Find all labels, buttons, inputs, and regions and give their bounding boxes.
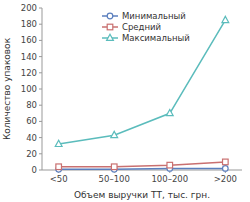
point [55,140,62,146]
series-line [59,20,226,144]
series-line [59,168,226,170]
plot-area [55,16,228,172]
x-tick-label: 50–100 [99,174,130,184]
chart: 0 20 40 60 80 100 120 140 160 180 200 <50 50–100 100–… [0,0,250,202]
y-tick-label: 60 [26,116,37,126]
y-tick-label: 100 [21,84,37,94]
x-tick-label: 100–200 [151,174,188,184]
y-tick-label: 200 [21,3,37,13]
y-tick-label: 40 [26,133,37,143]
y-tick-label: 180 [21,19,37,29]
x-tick-label: <50 [50,174,68,184]
y-tick-label: 160 [21,35,37,45]
legend-marker [107,13,113,19]
y-tick [39,24,42,25]
legend-marker [107,34,114,40]
point [111,131,118,137]
y-tick [39,153,42,154]
y-tick-label: 120 [21,68,37,78]
point [167,162,173,168]
point [222,16,229,22]
series-line [59,162,226,167]
legend-label: Максимальный [122,33,190,43]
legend: МинимальныйСреднийМаксимальный [102,11,190,43]
x-tick-label: >200 [214,174,237,184]
y-tick-label: 80 [26,100,37,110]
y-axis-label: Количество упаковок [2,37,12,140]
y-tick [39,89,42,90]
y-tick [39,72,42,73]
y-tick [39,8,42,9]
point [166,110,173,116]
x-axis-label: Объем выручки ТТ, тыс. грн. [74,190,210,200]
y-tick [39,40,42,41]
y-tick-label: 20 [26,149,37,159]
point [223,159,229,165]
y-tick [39,56,42,57]
y-tick [39,105,42,106]
legend-label: Минимальный [122,11,186,21]
legend-marker [107,24,113,30]
y-tick-label: 140 [21,52,37,62]
legend-label: Средний [122,22,161,32]
point [56,164,62,170]
point [111,164,117,170]
y-tick [39,121,42,122]
y-tick [39,137,42,138]
point [223,166,229,172]
y-tick-label: 0 [32,165,37,175]
y-tick [39,170,42,171]
